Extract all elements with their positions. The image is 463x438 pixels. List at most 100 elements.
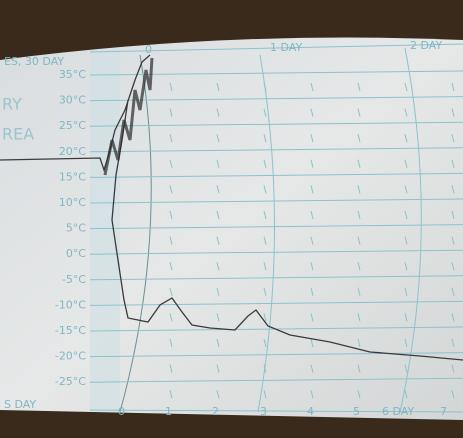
temperature-label: -25°C [55,375,86,388]
footer-mark: 4 [307,405,314,418]
hour-tick [216,185,220,194]
temperature-label: 20°C [59,145,86,158]
hour-tick [263,287,267,296]
hour-tick [216,390,220,399]
hour-tick [169,185,173,194]
hour-tick [404,82,408,92]
temperature-label: 5°C [66,222,86,235]
scale-band [90,50,120,412]
footer-mark: 2 [212,405,219,418]
hour-tick [263,159,267,168]
hour-tick [310,185,314,194]
hour-tick [451,262,455,271]
hour-tick [451,185,455,194]
hour-tick [169,108,173,117]
hour-tick [451,338,455,348]
hour-tick [451,134,455,143]
hour-tick [404,262,408,271]
temp-line [89,352,463,358]
hour-tick [169,262,173,271]
hour-tick [310,338,314,348]
hour-tick [357,364,361,373]
day-arc [257,54,276,413]
hour-tick [451,287,455,296]
hour-tick [310,134,314,143]
hour-tick [310,364,314,373]
footer-mark: 0 [118,405,125,418]
hour-tick [404,313,408,322]
temp-line [89,275,463,281]
hour-tick [451,236,455,245]
hour-tick [451,390,455,399]
temperature-label: 10°C [59,196,86,209]
hour-tick [169,287,173,296]
hour-tick [404,236,408,245]
temperature-label: -10°C [55,298,86,311]
hour-tick [216,338,220,348]
hour-tick [404,338,408,348]
hour-tick [169,236,173,245]
day-arc [119,54,152,413]
side-label: REA [2,125,34,144]
header-mark: 2 DAY [410,39,442,52]
temp-line [89,249,463,255]
hour-tick [310,262,314,271]
footer-mark: 5 [353,405,360,418]
hour-tick [169,390,173,399]
footer-mark: 1 [165,405,172,418]
footer-mark: 6 DAY [382,405,414,418]
hour-tick [216,82,220,92]
day-arc [399,47,422,413]
hour-tick [263,185,267,194]
trace-scribble [103,57,154,176]
hour-tick [451,159,455,168]
hour-tick [404,134,408,143]
top-rule [89,43,463,53]
hour-tick [357,287,361,296]
hour-tick [263,313,267,322]
trace [0,54,463,361]
hour-tick [357,210,361,220]
temperature-label: 30°C [59,94,86,107]
hour-tick [357,236,361,245]
footer-mark: 7 [440,405,447,418]
hour-tick [404,287,408,296]
hour-tick [169,313,173,322]
hour-tick [404,159,408,168]
temperature-label: 25°C [59,119,86,132]
temp-line [89,224,463,230]
footer-mark: 3 [260,405,267,418]
temperature-label: -15°C [55,324,86,337]
hour-tick [169,338,173,348]
hour-tick [310,236,314,245]
header-mark: 1 DAY [270,41,302,54]
hour-tick [263,262,267,271]
temperature-label: -5°C [62,273,86,286]
hour-tick [263,390,267,399]
hour-tick [216,159,220,168]
hour-tick [451,210,455,220]
hour-tick [310,287,314,296]
hour-tick [263,210,267,220]
hour-tick [310,82,314,92]
hour-tick [169,82,173,92]
temp-line [89,172,463,178]
temperature-label: 15°C [59,170,86,183]
hour-tick [357,159,361,168]
hour-tick [357,108,361,117]
temperature-label: -20°C [55,350,86,363]
temperature-label: 0°C [66,247,86,260]
hour-tick [263,236,267,245]
hour-tick [404,390,408,399]
hour-tick [263,108,267,117]
hour-tick [263,338,267,348]
hour-tick [357,313,361,322]
hour-tick [263,364,267,373]
side-label: RY [2,95,22,114]
temp-line [89,147,463,153]
temperature-label: 35°C [59,68,86,81]
hour-tick [357,134,361,143]
hour-tick [310,390,314,399]
